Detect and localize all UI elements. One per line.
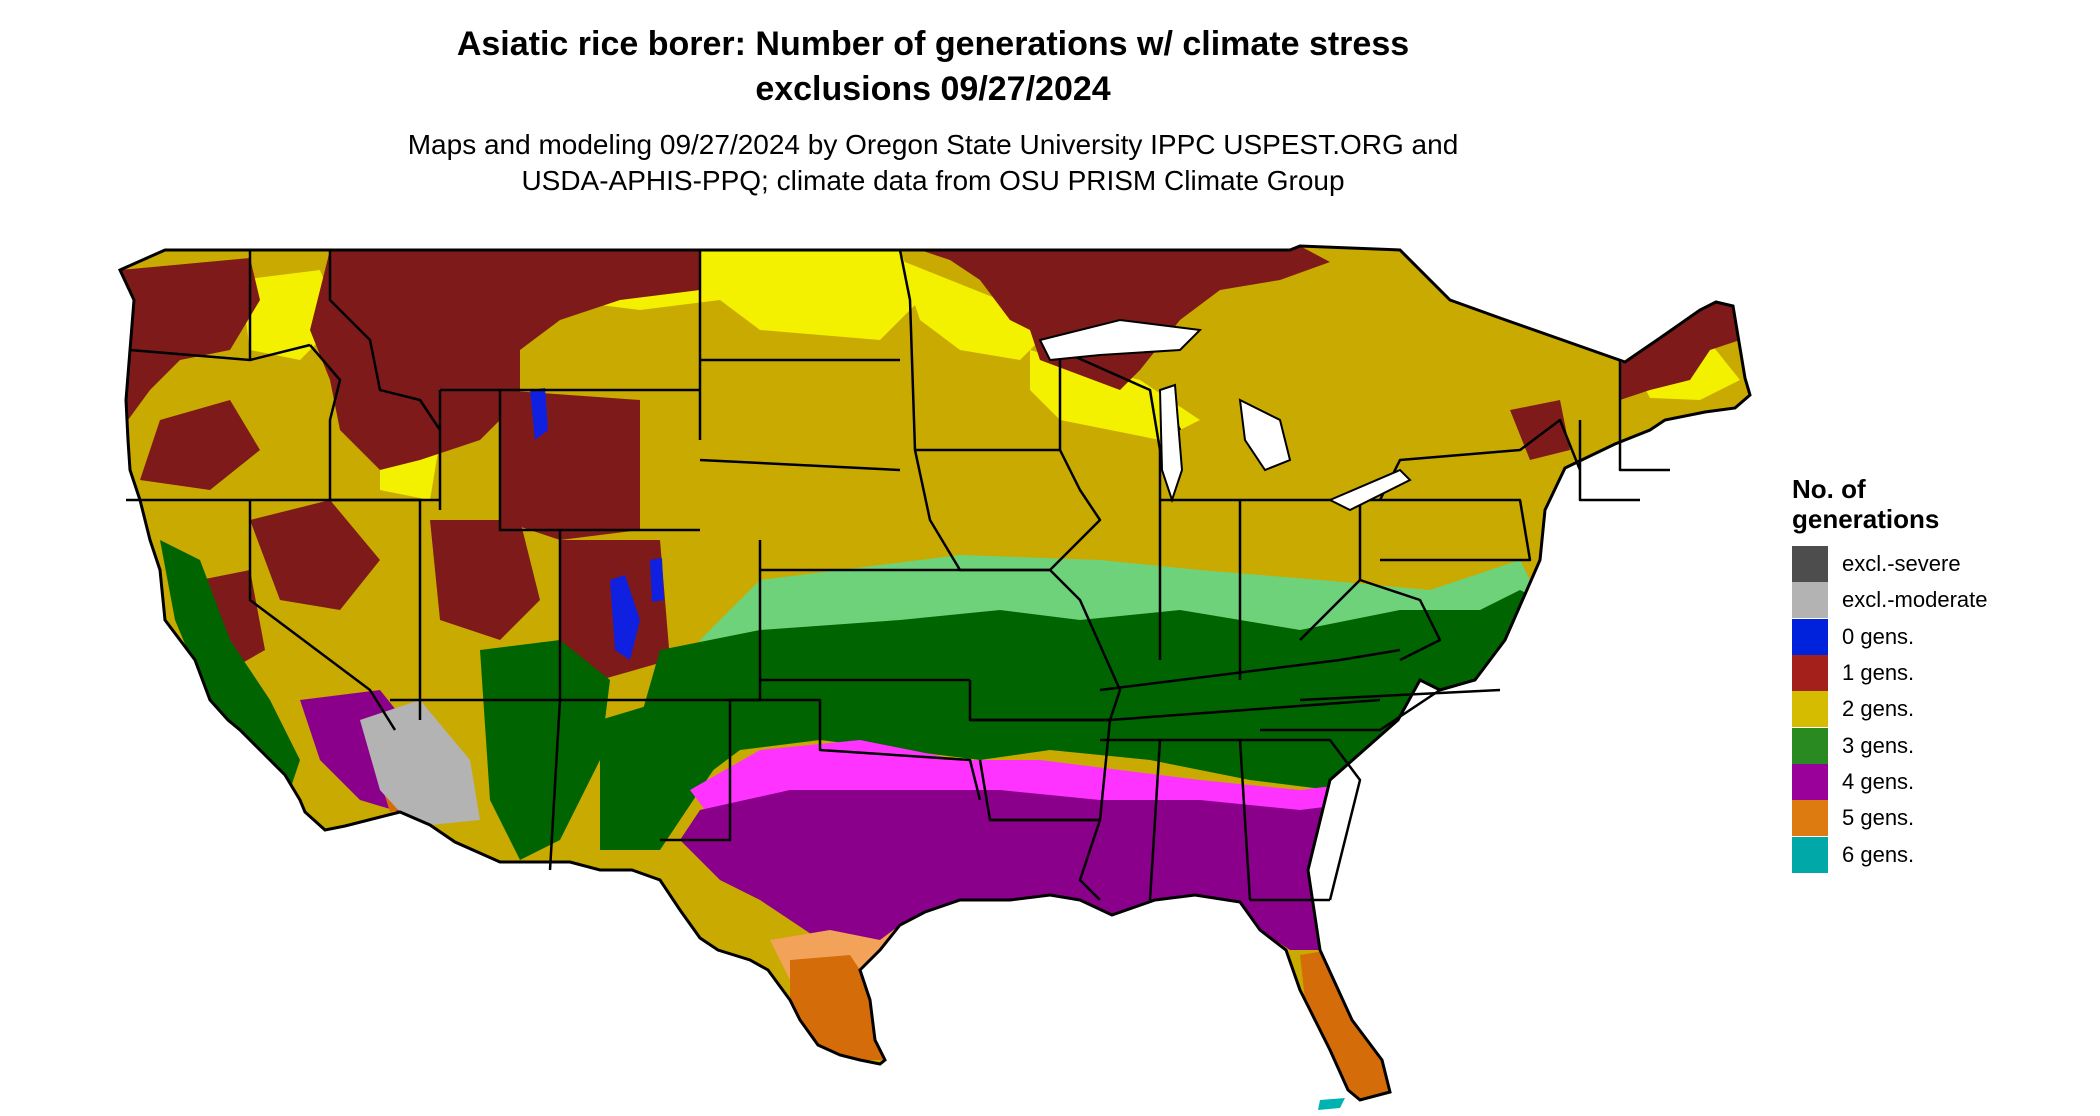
legend-swatch-3-gens (1792, 727, 1828, 764)
generations-map (118, 244, 1752, 1110)
legend-item: 3 gens. (1792, 727, 2092, 764)
legend-title: No. of generations (1792, 474, 2092, 534)
lake-superior (1038, 318, 1203, 362)
map-title-line-2: exclusions 09/27/2024 (755, 70, 1111, 108)
legend-swatch-4-gens (1792, 763, 1828, 800)
border-wi (1058, 348, 1162, 500)
border-ia (913, 448, 1102, 572)
zone-3gen-dark-band (630, 590, 1540, 800)
map-subtitle-line-1: Maps and modeling 09/27/2024 by Oregon S… (407, 129, 1459, 160)
border-tn-ky (1099, 648, 1401, 722)
border-ga-fl (1240, 738, 1362, 902)
legend-label: 2 gens. (1842, 696, 1915, 722)
zone-1gen-great-basin (250, 500, 380, 610)
border-sd-ne (699, 458, 901, 472)
border-ca-nv (248, 500, 397, 731)
zone-4gen-south (680, 720, 1420, 970)
legend-label: excl.-moderate (1842, 587, 1988, 613)
border-il-in (1158, 500, 1242, 680)
legend-item: 2 gens. (1792, 691, 2092, 728)
zone-3gen-southwest (480, 640, 610, 860)
border-ok-tx (730, 698, 982, 801)
border-wy-ut (498, 390, 560, 532)
border-pa (1360, 498, 1532, 562)
legend: No. of generations excl.-severe excl.-mo… (1792, 474, 2092, 873)
legend-swatch-0-gens (1792, 618, 1828, 655)
legend-item: 0 gens. (1792, 618, 2092, 655)
border-or-id (309, 344, 342, 500)
great-lakes (1038, 318, 1412, 512)
legend-item: 4 gens. (1792, 763, 2092, 800)
zone-0gen-colorado (610, 575, 640, 660)
border-nm-tx (660, 700, 732, 842)
zone-3gen-nm-east (600, 690, 720, 850)
legend-item: excl.-severe (1792, 546, 2092, 583)
border-az-nm (548, 699, 562, 871)
border-la (990, 818, 1102, 901)
legend-label: excl.-severe (1842, 551, 1961, 577)
border-va-nc (1299, 688, 1501, 702)
border-id-mt (328, 250, 442, 431)
legend-swatch-excl-severe (1792, 546, 1828, 583)
zone-5gen-texas (790, 955, 885, 1060)
legend-title-line-2: generations (1792, 504, 1940, 534)
zone-3gen-california (160, 540, 300, 790)
map-title: Asiatic rice borer: Number of generation… (0, 22, 1866, 112)
legend-label: 0 gens. (1842, 623, 1915, 649)
zone-2gen-light-mi (1030, 350, 1200, 440)
legend-label: 6 gens. (1842, 841, 1915, 867)
legend-label: 5 gens. (1842, 805, 1915, 831)
legend-item: 6 gens. (1792, 836, 2092, 873)
zone-excl-moderate-desert (360, 700, 480, 825)
legend-label: 1 gens. (1842, 660, 1915, 686)
zone-1gen-minnesota-north (920, 246, 1330, 390)
state-borders (126, 249, 1670, 902)
legend-swatch-2-gens (1792, 691, 1828, 728)
legend-label: 4 gens. (1842, 768, 1915, 794)
zone-1gen-utah (430, 520, 540, 640)
legend-swatch-5-gens (1792, 800, 1828, 837)
legend-swatch-6-gens (1792, 836, 1828, 873)
border-new-england (1578, 360, 1670, 502)
map-subtitle-line-2: USDA-APHIS-PPQ; climate data from OSU PR… (521, 165, 1345, 196)
legend-item: 5 gens. (1792, 800, 2092, 837)
legend-item: excl.-moderate (1792, 582, 2092, 619)
zone-5gen-florida (1300, 950, 1390, 1100)
border-sc-nc (1260, 688, 1441, 732)
map-title-line-1: Asiatic rice borer: Number of generation… (456, 25, 1410, 63)
legend-title-line-1: No. of (1792, 474, 1866, 504)
border-wv-va (1359, 578, 1442, 662)
border-mn-west (898, 249, 917, 451)
map-subtitle: Maps and modeling 09/27/2024 by Oregon S… (0, 127, 1866, 199)
zone-6gen-keys (1318, 1098, 1345, 1110)
legend-swatch-1-gens (1792, 655, 1828, 692)
generation-zones (120, 246, 1740, 1100)
zone-1gen-new-england (1620, 302, 1740, 400)
border-oh (1240, 498, 1362, 641)
zone-1gen-wyoming (500, 390, 640, 540)
zone-1gen-idaho-montana (310, 250, 700, 470)
zone-2gen-light-mn (900, 260, 1040, 360)
zone-1gen-pacific-nw (120, 258, 260, 420)
zone-0gen-colorado-east (650, 558, 664, 602)
zone-0gen-wind-river (530, 388, 548, 440)
zone-1gen-oregon (140, 400, 260, 490)
legend-label: 3 gens. (1842, 732, 1915, 758)
lake-michigan (1158, 383, 1184, 504)
legend-item: 1 gens. (1792, 655, 2092, 692)
lake-erie (1327, 468, 1412, 512)
lake-huron (1238, 398, 1292, 472)
legend-swatch-excl-moderate (1792, 582, 1828, 619)
